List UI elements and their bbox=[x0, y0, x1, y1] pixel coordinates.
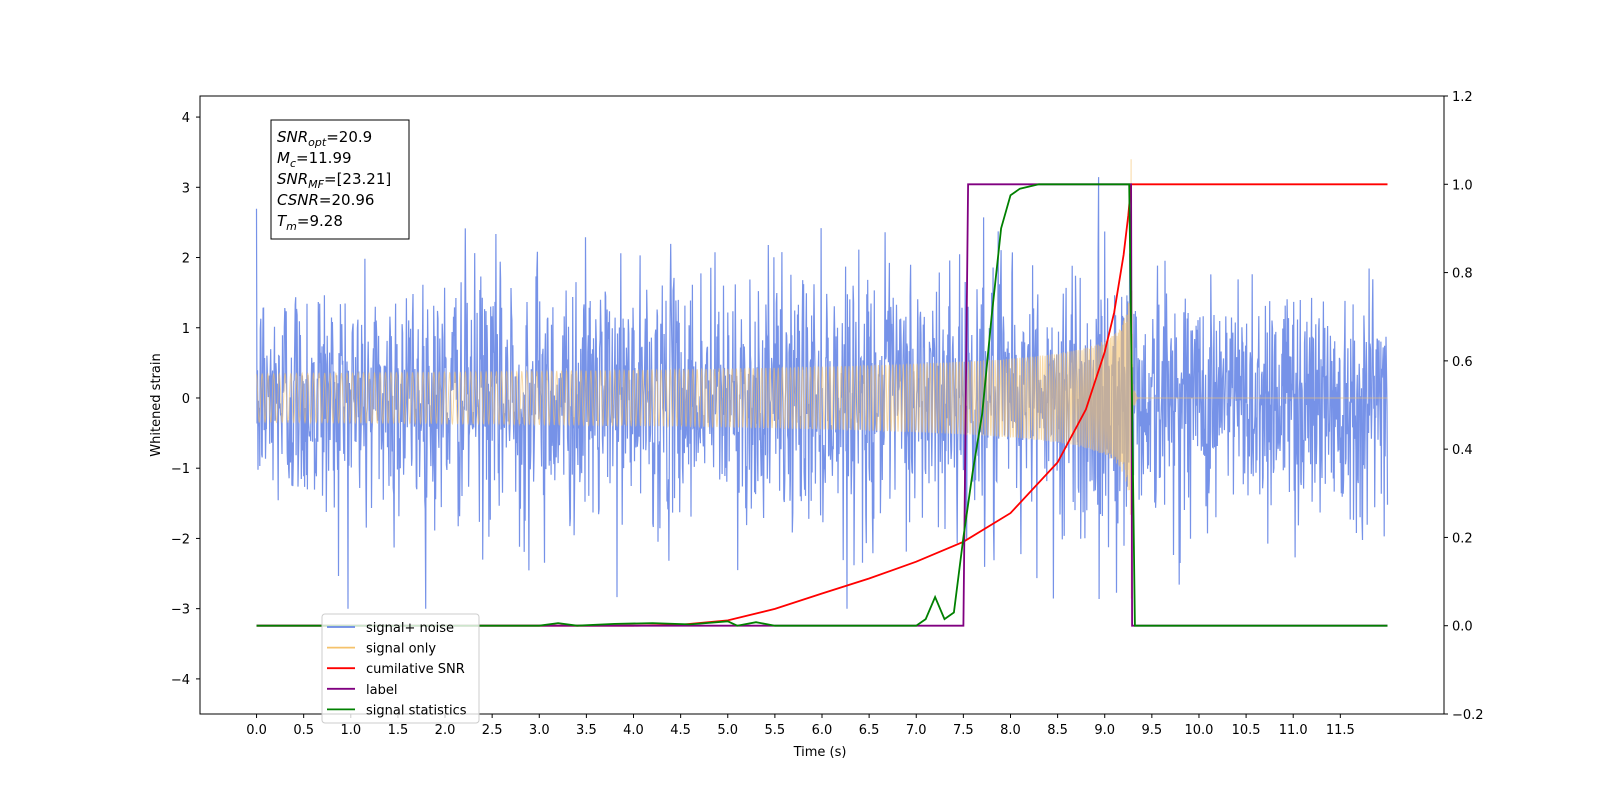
annotation-line: Mc=11.99 bbox=[277, 149, 352, 170]
x-tick-label: 5.5 bbox=[765, 723, 786, 738]
y2-tick-label: 0.0 bbox=[1452, 620, 1473, 635]
y2-tick-label: 0.8 bbox=[1452, 267, 1473, 282]
legend: signal+ noise signal only cumilative SNR la… bbox=[321, 613, 480, 724]
legend-frame bbox=[321, 613, 480, 724]
legend-label: signal only bbox=[366, 642, 436, 657]
y-tick-label: −3 bbox=[171, 603, 190, 618]
y2-tick-label: −0.2 bbox=[1452, 708, 1484, 723]
x-tick-label: 11.0 bbox=[1279, 723, 1308, 738]
y-tick-label: 0 bbox=[182, 392, 190, 407]
legend-label: signal statistics bbox=[366, 703, 467, 718]
plot-area bbox=[255, 159, 1389, 627]
x-tick-label: 3.0 bbox=[529, 723, 550, 738]
x-tick-label: 9.5 bbox=[1142, 723, 1163, 738]
legend-item-signal-plus-noise: signal+ noise bbox=[327, 621, 454, 636]
y-tick-label: 4 bbox=[182, 111, 190, 126]
x-tick-label: 1.0 bbox=[340, 723, 361, 738]
annotation-line: SNRMF=[23.21] bbox=[277, 170, 391, 191]
x-tick-label: 2.5 bbox=[482, 723, 503, 738]
x-tick-label: 6.0 bbox=[812, 723, 833, 738]
legend-label: cumilative SNR bbox=[366, 662, 465, 677]
y-tick-label: −4 bbox=[171, 673, 190, 688]
x-tick-label: 10.5 bbox=[1232, 723, 1261, 738]
y-axis-left: −4 −3 −2 −1 0 1 2 3 4 bbox=[171, 111, 200, 688]
x-tick-label: 7.5 bbox=[953, 723, 974, 738]
y-tick-label: −1 bbox=[171, 462, 190, 477]
legend-item-signal-only: signal only bbox=[327, 642, 436, 657]
x-tick-label: 1.5 bbox=[388, 723, 409, 738]
x-tick-label: 11.5 bbox=[1326, 723, 1355, 738]
annotation-line: Tm=9.28 bbox=[277, 212, 343, 233]
y2-tick-label: 1.2 bbox=[1452, 90, 1473, 105]
legend-item-signal-statistics: signal statistics bbox=[327, 703, 467, 718]
x-tick-label: 4.5 bbox=[670, 723, 691, 738]
x-tick-label: 7.0 bbox=[906, 723, 927, 738]
x-tick-label: 2.0 bbox=[435, 723, 456, 738]
y-tick-label: 1 bbox=[182, 322, 190, 337]
annotation-box: SNRopt=20.9Mc=11.99SNRMF=[23.21]CSNR=20.… bbox=[270, 119, 410, 240]
x-axis: 0.0 0.5 1.0 1.5 2.0 2.5 3.0 3.5 4.0 4.5 5.0 5.5 6.0 6… bbox=[246, 714, 1355, 738]
x-tick-label: 9.0 bbox=[1094, 723, 1115, 738]
y-tick-label: 2 bbox=[182, 252, 190, 267]
y2-tick-label: 0.6 bbox=[1452, 355, 1473, 370]
x-tick-label: 8.0 bbox=[1000, 723, 1021, 738]
x-tick-label: 6.5 bbox=[859, 723, 880, 738]
series-signal-statistics bbox=[256, 183, 1388, 627]
legend-label: signal+ noise bbox=[366, 621, 454, 636]
x-tick-label: 3.5 bbox=[576, 723, 597, 738]
x-tick-label: 8.5 bbox=[1047, 723, 1068, 738]
y2-tick-label: 1.0 bbox=[1452, 178, 1473, 193]
x-tick-label: 10.0 bbox=[1184, 723, 1213, 738]
series-signal-plus-noise bbox=[255, 177, 1389, 609]
legend-item-label: label bbox=[327, 683, 397, 698]
legend-label: label bbox=[366, 683, 397, 698]
annotation-line: SNRopt=20.9 bbox=[277, 128, 372, 149]
y-axis-title: Whitened strain bbox=[149, 353, 164, 456]
annotation-line: CSNR=20.96 bbox=[277, 191, 374, 209]
y2-tick-label: 0.4 bbox=[1452, 443, 1473, 458]
annotation-frame bbox=[270, 119, 410, 240]
y-tick-label: 3 bbox=[182, 181, 190, 196]
legend-item-cumulative-snr: cumilative SNR bbox=[327, 662, 465, 677]
y-axis-right: −0.2 0.0 0.2 0.4 0.6 0.8 1.0 1.2 bbox=[1444, 90, 1484, 723]
x-tick-label: 4.0 bbox=[623, 723, 644, 738]
x-axis-title: Time (s) bbox=[793, 745, 847, 760]
x-tick-label: 5.0 bbox=[717, 723, 738, 738]
x-tick-label: 0.0 bbox=[246, 723, 267, 738]
series-signal-only bbox=[256, 159, 1388, 599]
x-tick-label: 0.5 bbox=[293, 723, 314, 738]
y2-tick-label: 0.2 bbox=[1452, 531, 1473, 546]
y-tick-label: −2 bbox=[171, 532, 190, 547]
